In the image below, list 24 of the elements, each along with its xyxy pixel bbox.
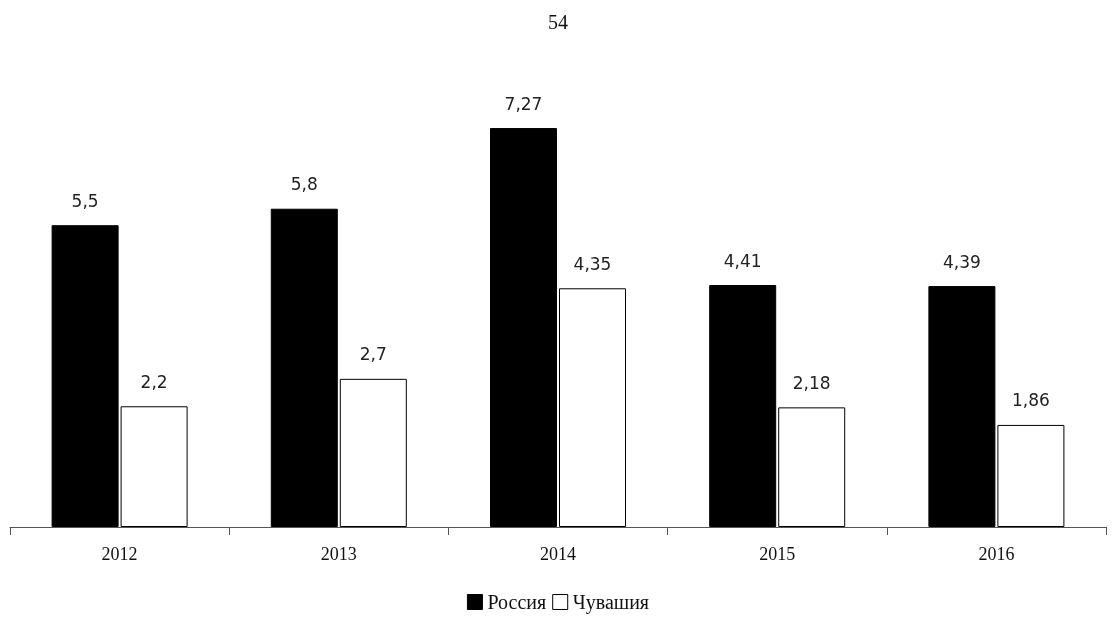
legend-label: Чувашия (572, 591, 650, 614)
text: 54 (548, 11, 568, 33)
data-label: 4,41 (723, 250, 762, 271)
x-tick-label: 2013 (320, 544, 357, 564)
data-label: 2,18 (792, 372, 831, 393)
bar (709, 285, 777, 527)
x-tick-label: 2015 (759, 544, 796, 564)
data-label: 5,8 (290, 174, 318, 195)
legend-label: Россия (487, 591, 547, 613)
bar (270, 208, 338, 527)
bar (778, 407, 846, 527)
x-tick-label: 2016 (978, 544, 1015, 564)
data-label: 4,39 (942, 251, 981, 272)
data-label: 5,5 (71, 190, 99, 211)
bar (490, 128, 557, 527)
x-tick-label: 2014 (540, 544, 576, 564)
x-tick-label: 2012 (101, 544, 138, 564)
data-label: 7,27 (504, 93, 543, 114)
data-label: 4,35 (573, 253, 612, 274)
data-label: 1,86 (1011, 390, 1050, 411)
data-label: 2,2 (140, 371, 168, 392)
data-label: 2,7 (359, 344, 387, 365)
bar (559, 288, 627, 527)
bar (339, 378, 407, 527)
